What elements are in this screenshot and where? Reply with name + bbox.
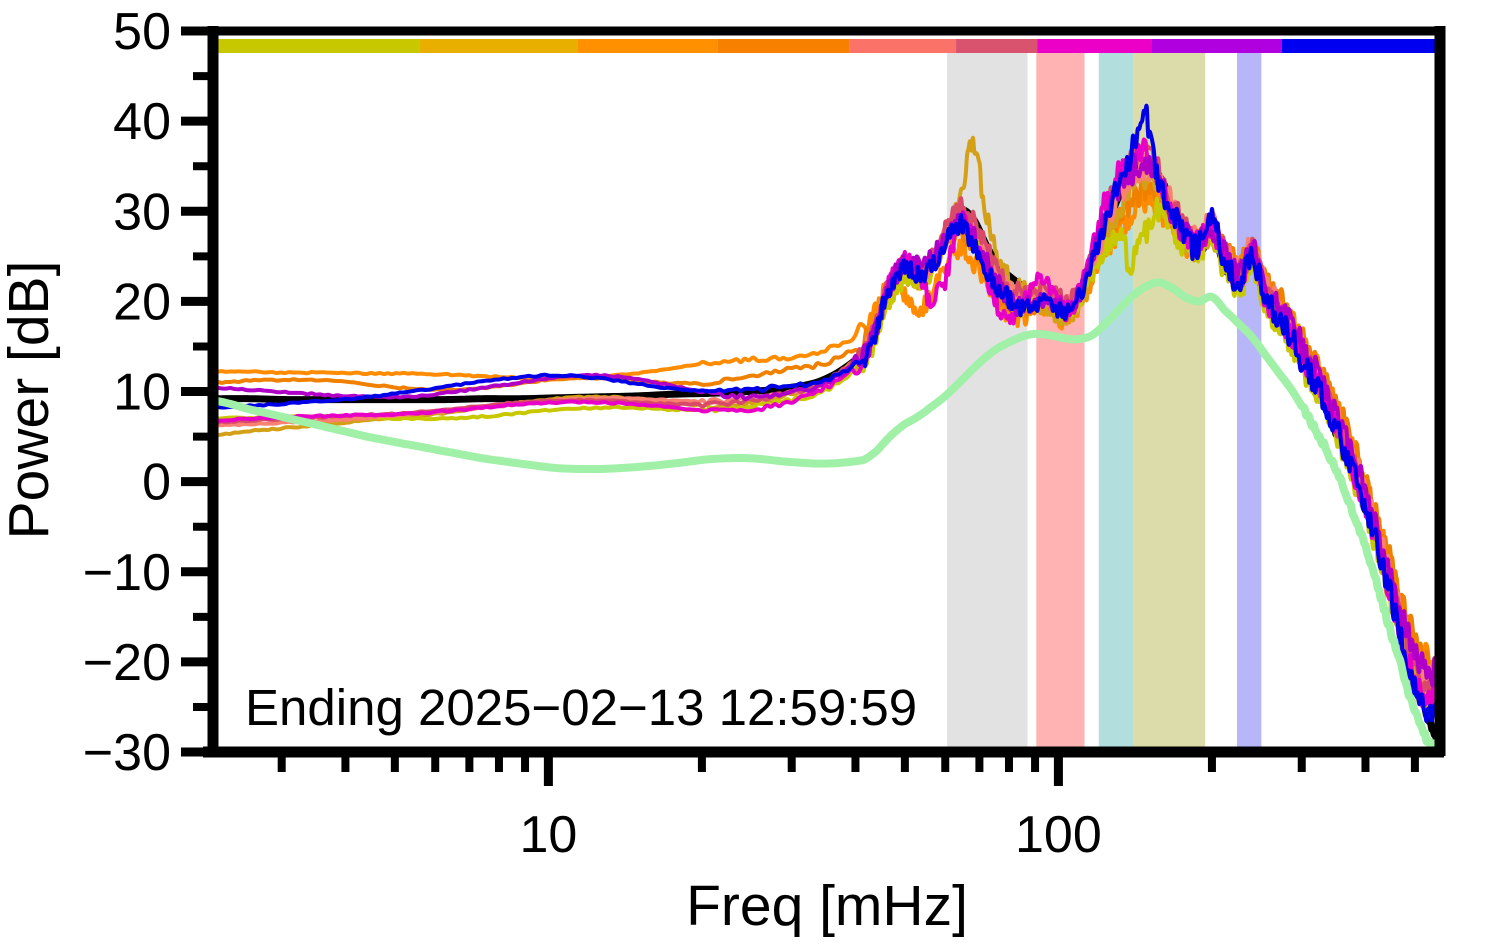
y-tick-label: 30 xyxy=(113,183,171,241)
x-axis-title: Freq [mHz] xyxy=(686,874,968,938)
band-orange xyxy=(577,39,718,53)
top-color-bar-group xyxy=(213,39,1440,53)
band-blue xyxy=(1281,39,1440,53)
y-tick-label: 10 xyxy=(113,364,171,422)
band-purple xyxy=(1151,39,1282,53)
band-crimson xyxy=(956,39,1038,53)
region-cyan xyxy=(1098,44,1134,752)
y-tick-label: −10 xyxy=(83,544,171,602)
y-tick-label: −30 xyxy=(83,724,171,782)
series-line-sensor-lightgreen xyxy=(209,278,1443,752)
region-gray xyxy=(947,44,1028,752)
series-line-sensor-blue xyxy=(211,103,1441,724)
band-magenta xyxy=(1037,39,1152,53)
band-olive xyxy=(213,39,420,53)
y-tick-label: −20 xyxy=(83,634,171,692)
band-gold xyxy=(419,39,578,53)
data-series-group xyxy=(209,103,1443,752)
region-lavender xyxy=(1237,44,1262,752)
y-axis-title: Power [dB] xyxy=(0,261,61,540)
annotation-ending-timestamp: Ending 2025−02−13 12:59:59 xyxy=(245,679,917,736)
band-salmon xyxy=(849,39,957,53)
y-tick-label: 20 xyxy=(113,273,171,331)
x-tick-label: 10 xyxy=(519,806,577,864)
region-pink xyxy=(1036,44,1085,752)
band-deeporange xyxy=(717,39,850,53)
y-tick-label: 0 xyxy=(142,454,171,512)
x-tick-label: 100 xyxy=(1015,806,1102,864)
y-tick-label: 40 xyxy=(113,93,171,151)
y-tick-label: 50 xyxy=(113,3,171,61)
shaded-regions-group xyxy=(947,44,1262,752)
axis-ticks-group xyxy=(181,26,1419,786)
